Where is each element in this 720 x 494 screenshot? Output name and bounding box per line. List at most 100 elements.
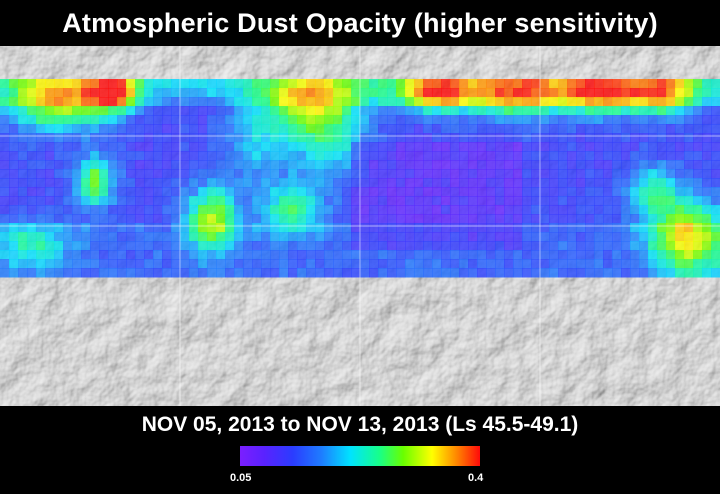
dust-cell — [702, 214, 712, 224]
dust-cell — [531, 214, 541, 224]
dust-cell — [225, 259, 235, 269]
dust-cell — [126, 151, 136, 161]
dust-cell — [387, 223, 397, 233]
dust-cell — [387, 88, 397, 98]
dust-cell — [414, 97, 424, 107]
dust-cell — [9, 250, 19, 260]
dust-cell — [549, 241, 559, 251]
dust-cell — [45, 124, 55, 134]
dust-cell — [684, 124, 694, 134]
dust-cell — [315, 241, 325, 251]
dust-cell — [279, 169, 289, 179]
dust-cell — [117, 142, 127, 152]
dust-cell — [27, 160, 37, 170]
dust-cell — [549, 259, 559, 269]
dust-cell — [18, 142, 28, 152]
dust-cell — [639, 214, 649, 224]
dust-cell — [495, 259, 505, 269]
dust-cell — [630, 196, 640, 206]
dust-cell — [414, 142, 424, 152]
dust-cell — [657, 160, 667, 170]
dust-cell — [513, 214, 523, 224]
dust-cell — [594, 259, 604, 269]
dust-cell — [468, 115, 478, 125]
dust-cell — [684, 115, 694, 125]
dust-cell — [576, 88, 586, 98]
dust-cell — [315, 214, 325, 224]
dust-cell — [144, 115, 154, 125]
dust-cell — [144, 268, 154, 278]
dust-cell — [270, 214, 280, 224]
dust-cell — [171, 223, 181, 233]
dust-cell — [261, 241, 271, 251]
dust-cell — [630, 106, 640, 116]
dust-cell — [405, 223, 415, 233]
dust-cell — [162, 88, 172, 98]
dust-cell — [639, 241, 649, 251]
dust-cell — [630, 133, 640, 143]
dust-cell — [414, 259, 424, 269]
dust-cell — [486, 214, 496, 224]
dust-cell — [207, 142, 217, 152]
dust-cell — [369, 106, 379, 116]
dust-cell — [81, 97, 91, 107]
dust-cell — [207, 160, 217, 170]
dust-cell — [414, 160, 424, 170]
dust-cell — [522, 160, 532, 170]
dust-cell — [522, 106, 532, 116]
dust-cell — [99, 142, 109, 152]
dust-cell — [468, 196, 478, 206]
dust-cell — [648, 250, 658, 260]
dust-cell — [126, 214, 136, 224]
dust-cell — [423, 178, 433, 188]
dust-cell — [18, 196, 28, 206]
dust-cell — [81, 115, 91, 125]
dust-cell — [333, 79, 343, 89]
dust-cell — [36, 133, 46, 143]
dust-cell — [702, 178, 712, 188]
dust-cell — [621, 178, 631, 188]
dust-cell — [297, 169, 307, 179]
dust-cell — [657, 133, 667, 143]
dust-cell — [342, 205, 352, 215]
dust-cell — [0, 268, 10, 278]
dust-cell — [576, 124, 586, 134]
dust-cell — [648, 241, 658, 251]
dust-cell — [288, 250, 298, 260]
dust-cell — [396, 241, 406, 251]
dust-cell — [450, 142, 460, 152]
dust-cell — [198, 115, 208, 125]
dust-cell — [495, 124, 505, 134]
dust-cell — [396, 142, 406, 152]
dust-cell — [639, 97, 649, 107]
dust-cell — [297, 241, 307, 251]
dust-cell — [162, 97, 172, 107]
dust-cell — [378, 259, 388, 269]
dust-cell — [342, 133, 352, 143]
dust-cell — [432, 223, 442, 233]
dust-cell — [198, 178, 208, 188]
dust-cell — [648, 214, 658, 224]
dust-cell — [648, 223, 658, 233]
dust-cell — [279, 232, 289, 242]
dust-cell — [270, 88, 280, 98]
dust-cell — [603, 133, 613, 143]
dust-cell — [270, 268, 280, 278]
dust-cell — [585, 196, 595, 206]
dust-cell — [468, 223, 478, 233]
dust-cell — [378, 151, 388, 161]
dust-cell — [324, 88, 334, 98]
dust-cell — [36, 187, 46, 197]
dust-cell — [135, 169, 145, 179]
dust-cell — [351, 241, 361, 251]
dust-cell — [225, 178, 235, 188]
dust-cell — [432, 142, 442, 152]
dust-cell — [306, 142, 316, 152]
dust-cell — [351, 205, 361, 215]
dust-cell — [513, 241, 523, 251]
dust-cell — [378, 169, 388, 179]
dust-cell — [171, 151, 181, 161]
dust-cell — [108, 268, 118, 278]
dust-cell — [351, 124, 361, 134]
dust-cell — [297, 268, 307, 278]
